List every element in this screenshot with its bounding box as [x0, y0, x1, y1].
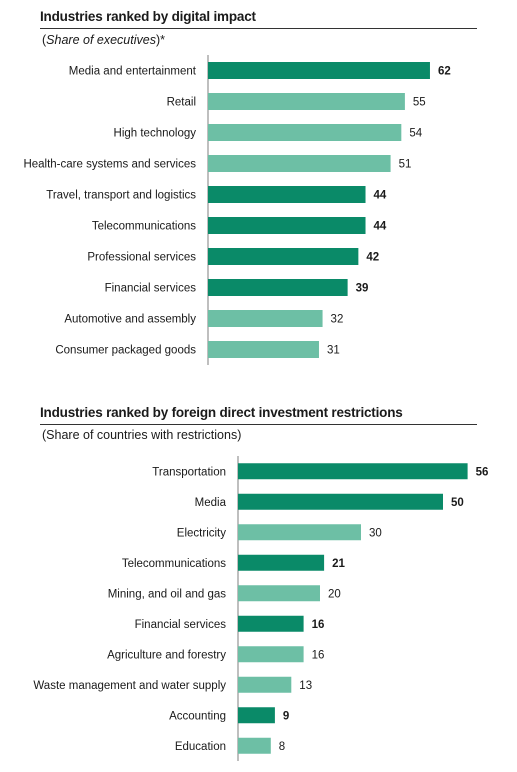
chart1-value-label-8: 32 — [331, 314, 344, 326]
chart2-value-label-2: 30 — [369, 527, 382, 539]
chart1-bar-0 — [208, 62, 430, 79]
chart2-category-label-5: Financial services — [135, 619, 227, 631]
chart1-bar-6 — [208, 248, 359, 265]
chart2-category-label-3: Telecommunications — [122, 558, 226, 570]
chart1-value-label-7: 39 — [356, 283, 369, 295]
chart1-bar-8 — [208, 310, 323, 327]
chart1-category-label-3: Health-care systems and services — [23, 159, 196, 171]
chart2-bar-2 — [238, 524, 361, 541]
chart2-category-label-9: Education — [175, 741, 226, 753]
chart2-category-label-6: Agriculture and forestry — [107, 649, 226, 661]
chart2-bar-9 — [238, 737, 271, 754]
chart2-value-label-3: 21 — [332, 558, 345, 570]
chart1-subtitle-main: Share of executives — [46, 33, 156, 47]
chart1-value-label-1: 55 — [413, 97, 426, 109]
chart2-bar-7 — [238, 676, 292, 693]
chart1-bar-2 — [208, 124, 402, 141]
chart1-value-label-9: 31 — [327, 345, 340, 357]
chart1-category-label-2: High technology — [114, 128, 197, 140]
chart1-category-label-0: Media and entertainment — [69, 66, 197, 78]
chart2-bar-6 — [238, 646, 304, 663]
chart1-value-label-3: 51 — [399, 159, 412, 171]
chart2-plot: Transportation 56 Media 50 Electricity 30 Tele… — [33, 456, 489, 761]
chart2-bar-8 — [238, 707, 275, 724]
chart1-bar-3 — [208, 155, 391, 172]
chart2-value-label-4: 20 — [328, 588, 341, 600]
chart1-bar-9 — [208, 341, 319, 358]
chart1-category-label-4: Travel, transport and logistics — [46, 190, 196, 202]
chart1-value-label-0: 62 — [438, 66, 451, 78]
chart2-value-label-1: 50 — [451, 497, 464, 509]
chart2-bar-5 — [238, 615, 304, 632]
chart2-title: Industries ranked by foreign direct inve… — [40, 405, 403, 420]
chart1-category-label-9: Consumer packaged goods — [55, 345, 196, 357]
chart2-value-label-6: 16 — [312, 649, 325, 661]
chart2-value-label-5: 16 — [312, 619, 325, 631]
chart2-category-label-7: Waste management and water supply — [33, 680, 226, 692]
chart1-category-label-5: Telecommunications — [92, 221, 196, 233]
chart1-category-label-8: Automotive and assembly — [64, 314, 196, 326]
chart1-title-rule — [40, 28, 477, 29]
chart2-bar-0 — [238, 463, 468, 480]
chart2-category-label-4: Mining, and oil and gas — [108, 588, 227, 600]
chart2-value-label-8: 9 — [283, 710, 289, 722]
chart1-bar-5 — [208, 217, 366, 234]
chart2-value-label-7: 13 — [299, 680, 312, 692]
chart1-bar-4 — [208, 186, 366, 203]
chart2-category-label-1: Media — [195, 497, 227, 509]
chart2-value-label-9: 8 — [279, 741, 285, 753]
chart1-value-label-5: 44 — [374, 221, 387, 233]
chart1-value-label-2: 54 — [409, 128, 422, 140]
chart1-value-label-6: 42 — [366, 252, 379, 264]
chart1-category-label-6: Professional services — [87, 252, 196, 264]
chart2-subtitle: (Share of countries with restrictions) — [42, 428, 242, 442]
chart2-bar-3 — [238, 554, 325, 571]
chart1-value-label-4: 44 — [374, 190, 387, 202]
chart2-title-rule — [40, 424, 477, 425]
chart1-subtitle: (Share of executives)* — [42, 33, 166, 47]
chart2-bar-1 — [238, 493, 443, 510]
chart1-bar-1 — [208, 93, 405, 110]
chart2-category-label-2: Electricity — [177, 527, 226, 539]
chart1-bar-7 — [208, 279, 348, 296]
chart2-category-label-8: Accounting — [169, 710, 226, 722]
chart2-value-label-0: 56 — [476, 466, 489, 478]
chart2-category-label-0: Transportation — [152, 466, 226, 478]
chart1-subtitle-suffix: * — [160, 33, 166, 47]
chart2-bar-4 — [238, 585, 320, 602]
chart1-category-label-1: Retail — [167, 97, 196, 109]
chart1-plot: Media and entertainment 62 Retail 55 High te… — [23, 55, 451, 365]
chart1-title: Industries ranked by digital impact — [40, 9, 256, 24]
chart1-category-label-7: Financial services — [105, 283, 197, 295]
